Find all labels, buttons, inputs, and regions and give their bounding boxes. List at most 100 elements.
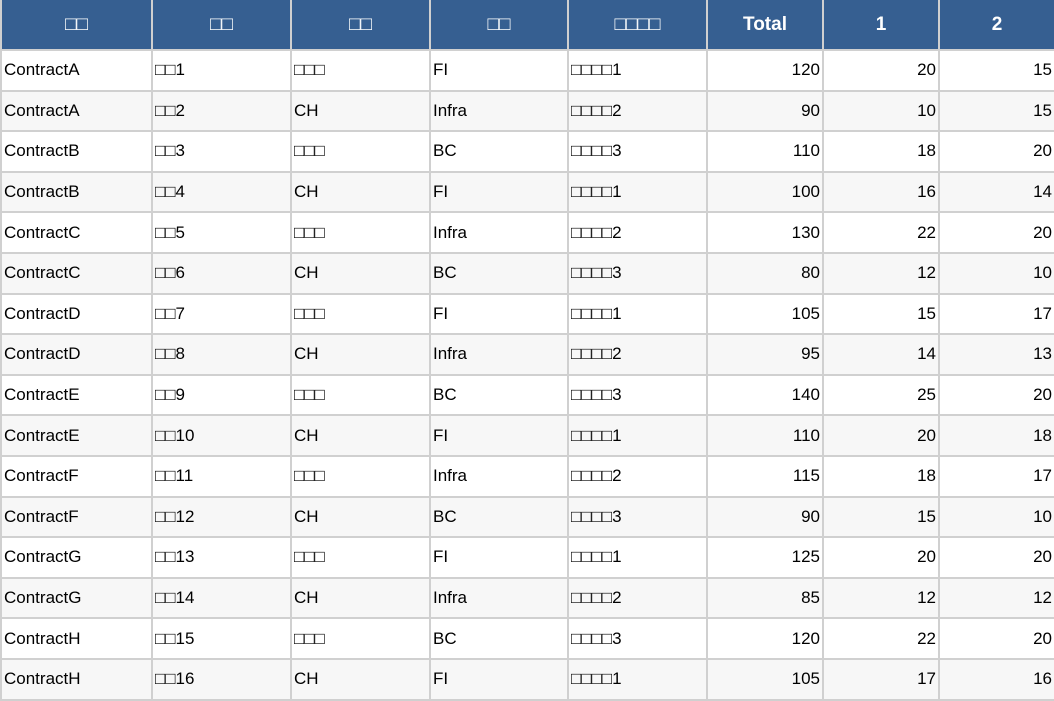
table-cell[interactable]: □□14 (151, 576, 292, 620)
column-header[interactable]: □□ (429, 0, 569, 51)
table-cell[interactable]: FI (429, 657, 569, 701)
table-cell[interactable]: 15 (822, 292, 940, 336)
table-cell[interactable]: □□□ (290, 617, 431, 660)
table-cell[interactable]: 20 (822, 536, 940, 579)
table-cell[interactable]: □□□□1 (567, 414, 708, 457)
table-cell[interactable]: 120 (706, 617, 824, 660)
table-cell[interactable]: ContractE (0, 414, 153, 457)
table-cell[interactable]: ContractH (0, 617, 153, 660)
table-cell[interactable]: 10 (822, 89, 940, 133)
table-cell[interactable]: 12 (822, 576, 940, 620)
table-cell[interactable]: 20 (938, 617, 1054, 660)
table-cell[interactable]: □□□□1 (567, 49, 708, 92)
table-cell[interactable]: BC (429, 373, 569, 417)
column-header[interactable]: □□ (151, 0, 292, 51)
table-cell[interactable]: 18 (938, 414, 1054, 457)
table-cell[interactable]: □□5 (151, 211, 292, 254)
table-cell[interactable]: CH (290, 414, 431, 457)
table-cell[interactable]: 18 (822, 454, 940, 498)
table-cell[interactable]: □□□□3 (567, 130, 708, 173)
table-cell[interactable]: 125 (706, 536, 824, 579)
table-cell[interactable]: 16 (822, 170, 940, 214)
table-cell[interactable]: 105 (706, 657, 824, 701)
table-cell[interactable]: □□□□3 (567, 373, 708, 417)
table-cell[interactable]: 22 (822, 617, 940, 660)
table-cell[interactable]: FI (429, 536, 569, 579)
table-cell[interactable]: ContractB (0, 170, 153, 214)
table-cell[interactable]: 80 (706, 251, 824, 295)
table-cell[interactable]: Infra (429, 576, 569, 620)
table-cell[interactable]: CH (290, 251, 431, 295)
table-cell[interactable]: Infra (429, 211, 569, 254)
table-cell[interactable]: 85 (706, 576, 824, 620)
table-cell[interactable]: □□1 (151, 49, 292, 92)
table-cell[interactable]: □□□ (290, 454, 431, 498)
table-cell[interactable]: ContractF (0, 454, 153, 498)
table-cell[interactable]: ContractE (0, 373, 153, 417)
table-cell[interactable]: □□□□1 (567, 657, 708, 701)
table-cell[interactable]: 20 (822, 414, 940, 457)
table-cell[interactable]: □□□□2 (567, 333, 708, 376)
table-cell[interactable]: FI (429, 414, 569, 457)
table-cell[interactable]: □□2 (151, 89, 292, 133)
table-cell[interactable]: □□□ (290, 49, 431, 92)
table-cell[interactable]: □□□□1 (567, 292, 708, 336)
column-header[interactable]: □□ (290, 0, 431, 51)
table-cell[interactable]: ContractB (0, 130, 153, 173)
table-cell[interactable]: □□□□2 (567, 454, 708, 498)
table-cell[interactable]: 15 (938, 49, 1054, 92)
table-cell[interactable]: ContractC (0, 251, 153, 295)
table-cell[interactable]: 110 (706, 130, 824, 173)
column-header[interactable]: □□□□ (567, 0, 708, 51)
table-cell[interactable]: □□□ (290, 373, 431, 417)
table-cell[interactable]: □□8 (151, 333, 292, 376)
table-cell[interactable]: 22 (822, 211, 940, 254)
table-cell[interactable]: □□16 (151, 657, 292, 701)
table-cell[interactable]: 17 (822, 657, 940, 701)
table-cell[interactable]: Infra (429, 89, 569, 133)
table-cell[interactable]: BC (429, 130, 569, 173)
table-cell[interactable]: FI (429, 170, 569, 214)
table-cell[interactable]: CH (290, 333, 431, 376)
table-cell[interactable]: □□12 (151, 495, 292, 539)
table-cell[interactable]: □□□□2 (567, 89, 708, 133)
table-cell[interactable]: 90 (706, 89, 824, 133)
table-cell[interactable]: CH (290, 495, 431, 539)
table-cell[interactable]: □□13 (151, 536, 292, 579)
table-cell[interactable]: 20 (938, 373, 1054, 417)
table-cell[interactable]: □□□ (290, 211, 431, 254)
table-cell[interactable]: ContractD (0, 292, 153, 336)
table-cell[interactable]: □□10 (151, 414, 292, 457)
table-cell[interactable]: 120 (706, 49, 824, 92)
table-cell[interactable]: □□□ (290, 536, 431, 579)
table-cell[interactable]: 20 (822, 49, 940, 92)
table-cell[interactable]: 115 (706, 454, 824, 498)
table-cell[interactable]: CH (290, 657, 431, 701)
table-cell[interactable]: ContractG (0, 576, 153, 620)
table-cell[interactable]: □□□□1 (567, 536, 708, 579)
table-cell[interactable]: □□15 (151, 617, 292, 660)
table-cell[interactable]: □□□□2 (567, 211, 708, 254)
table-cell[interactable]: 15 (822, 495, 940, 539)
table-cell[interactable]: □□4 (151, 170, 292, 214)
column-header[interactable]: 1 (822, 0, 940, 51)
table-cell[interactable]: ContractA (0, 89, 153, 133)
table-cell[interactable]: ContractA (0, 49, 153, 92)
table-cell[interactable]: □□□ (290, 292, 431, 336)
table-cell[interactable]: Infra (429, 333, 569, 376)
table-cell[interactable]: □□3 (151, 130, 292, 173)
table-cell[interactable]: □□□□3 (567, 495, 708, 539)
table-cell[interactable]: 25 (822, 373, 940, 417)
table-cell[interactable]: FI (429, 292, 569, 336)
table-cell[interactable]: □□11 (151, 454, 292, 498)
table-cell[interactable]: □□□□3 (567, 251, 708, 295)
table-cell[interactable]: □□7 (151, 292, 292, 336)
table-cell[interactable]: 13 (938, 333, 1054, 376)
table-cell[interactable]: 17 (938, 292, 1054, 336)
table-cell[interactable]: BC (429, 617, 569, 660)
column-header[interactable]: 2 (938, 0, 1054, 51)
table-cell[interactable]: 20 (938, 130, 1054, 173)
table-cell[interactable]: ContractG (0, 536, 153, 579)
table-cell[interactable]: CH (290, 170, 431, 214)
table-cell[interactable]: 20 (938, 211, 1054, 254)
